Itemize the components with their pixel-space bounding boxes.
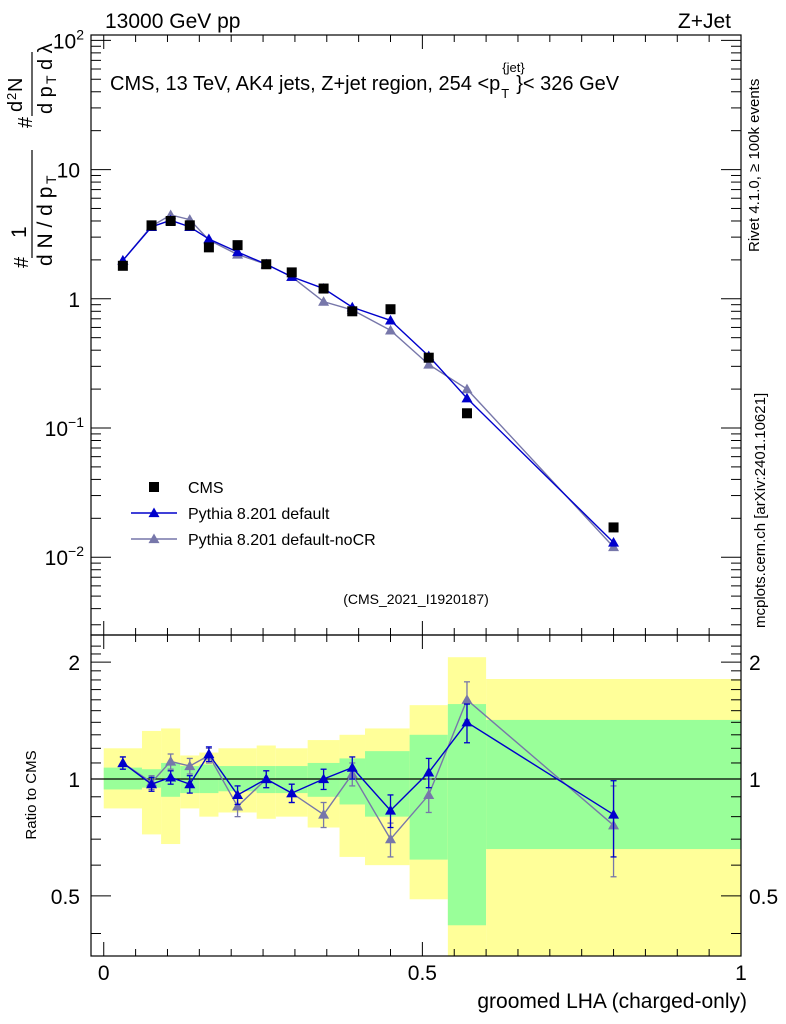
main-y-tick-label: 102 — [53, 26, 84, 53]
ratio-point-default — [184, 778, 196, 789]
ratio-point-default — [165, 771, 177, 782]
x-axis-label: groomed LHA (charged-only) — [477, 990, 747, 1013]
svg-text:d λ: d λ — [35, 43, 57, 70]
x-tick-label: 1 — [735, 962, 747, 985]
main-line-nocr — [122, 214, 615, 548]
cms-data-point — [117, 260, 128, 271]
rivet-label: Rivet 4.1.0, ≥ 100k events — [746, 79, 763, 252]
cms-data-point — [286, 267, 297, 278]
legend-marker-triangle — [148, 533, 160, 544]
svg-text:d: d — [5, 101, 27, 112]
cms-data-point — [261, 259, 272, 270]
series-layer — [117, 209, 620, 878]
legend: CMS Pythia 8.201 default Pythia 8.201 defa… — [131, 480, 376, 549]
legend-label: CMS — [188, 480, 224, 497]
x-tick-label: 0.5 — [408, 962, 437, 985]
ratio-point-default — [203, 748, 215, 759]
ratio-point-default — [423, 766, 435, 777]
ratio-point-default — [346, 762, 358, 772]
axis-ticks: 0 0.5 1 10−2 10−1 1 10 102 0.5 0.5 1 1 2 2 — [45, 26, 779, 985]
main-point-default — [203, 233, 215, 244]
ratio-uncertainty-bands — [103, 657, 741, 956]
legend-label: Pythia 8.201 default-noCR — [188, 532, 376, 549]
legend-marker-cms — [149, 482, 159, 492]
svg-text:N: N — [5, 78, 27, 92]
mcplots-label: mcplots.cern.ch [arXiv:2401.10621] — [752, 393, 769, 628]
main-point-default — [385, 314, 397, 325]
green-band — [365, 751, 410, 817]
header-right: Z+Jet — [678, 10, 731, 33]
svg-text:T: T — [43, 75, 59, 84]
cms-data-point — [318, 283, 329, 294]
svg-text:#: # — [15, 116, 37, 128]
plot-frames — [90, 34, 742, 957]
ratio-frame — [90, 634, 742, 957]
cms-data-point — [461, 408, 472, 419]
main-y-axis-label: # 1 d N / d p T # d 2 N d p T d λ — [4, 43, 59, 268]
ratio-point-default — [146, 778, 158, 789]
ratio-point-default — [260, 773, 272, 784]
ratio-point-default — [318, 773, 330, 784]
ratio-point-nocr — [423, 789, 435, 800]
cms-data-point — [146, 220, 157, 231]
ratio-y-tick-label-right: 2 — [749, 652, 761, 675]
cms-data-point — [385, 304, 396, 315]
title-main: CMS, 13 TeV, AK4 jets, Z+jet region, 254… — [110, 73, 500, 95]
ratio-point-nocr — [165, 755, 177, 766]
ratio-point-default — [286, 787, 298, 798]
main-point-nocr — [318, 296, 330, 306]
main-y-tick-label: 10−1 — [45, 414, 85, 441]
ratio-y-tick-label-left: 0.5 — [51, 886, 80, 909]
main-point-nocr — [385, 324, 397, 335]
ratio-y-tick-label-left: 1 — [68, 769, 80, 792]
svg-text:T: T — [43, 175, 59, 184]
main-y-tick-label: 10 — [57, 160, 80, 183]
ratio-y-tick-label-right: 0.5 — [749, 886, 778, 909]
cms-data-point — [232, 240, 243, 251]
ratio-y-tick-label-right: 1 — [749, 769, 761, 792]
main-point-default — [461, 392, 473, 403]
main-point-default — [608, 536, 620, 547]
ratio-point-nocr — [318, 809, 330, 819]
title-sup: {jet} — [502, 60, 525, 75]
main-y-tick-label: 10−2 — [45, 543, 85, 570]
svg-text:#: # — [11, 256, 33, 268]
title-sub: T — [501, 86, 509, 101]
x-tick-label: 0 — [98, 962, 110, 985]
cms-data-point — [165, 215, 176, 226]
cms-data-point — [347, 306, 358, 317]
chart-title: CMS, 13 TeV, AK4 jets, Z+jet region, 254… — [110, 60, 620, 101]
main-point-nocr — [423, 359, 435, 369]
ratio-point-nocr — [385, 833, 397, 844]
cms-data-point — [184, 220, 195, 231]
main-point-default — [232, 246, 244, 257]
header-left: 13000 GeV pp — [105, 10, 240, 33]
analysis-id: (CMS_2021_I1920187) — [343, 591, 489, 607]
svg-text:d p: d p — [35, 86, 57, 114]
ratio-point-nocr — [461, 694, 473, 704]
ratio-point-default — [608, 809, 620, 819]
title-tail: }< 326 GeV — [516, 73, 620, 95]
svg-text:1: 1 — [8, 226, 31, 238]
ratio-y-tick-label-left: 2 — [68, 652, 80, 675]
cms-data-point — [423, 352, 434, 363]
svg-text:d N / d p: d N / d p — [34, 187, 57, 266]
ratio-y-axis-label: Ratio to CMS — [23, 750, 40, 839]
ratio-point-default — [232, 789, 244, 800]
ratio-point-nocr — [232, 800, 244, 811]
cms-data-point — [203, 242, 214, 253]
legend-marker-triangle — [148, 507, 160, 518]
svg-text:2: 2 — [4, 93, 19, 100]
ratio-point-default — [461, 716, 473, 727]
ratio-point-default — [117, 757, 129, 768]
cms-data-point — [608, 522, 619, 533]
main-y-tick-label: 1 — [68, 289, 80, 312]
legend-label: Pythia 8.201 default — [188, 506, 330, 523]
ratio-point-default — [385, 804, 397, 815]
main-point-nocr — [461, 383, 473, 394]
ratio-point-nocr — [184, 760, 196, 771]
